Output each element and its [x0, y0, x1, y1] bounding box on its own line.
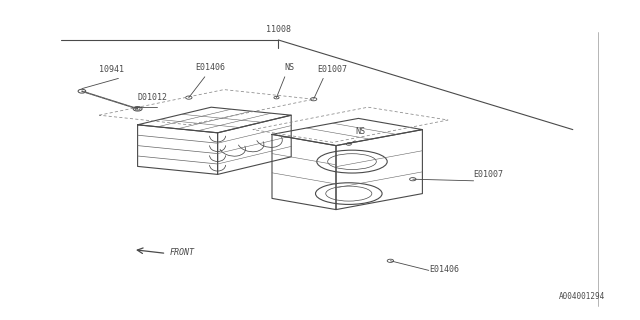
Text: D01012: D01012 — [138, 93, 168, 102]
Text: E01007: E01007 — [317, 65, 347, 74]
Text: A004001294: A004001294 — [559, 292, 605, 301]
Text: FRONT: FRONT — [170, 248, 195, 257]
Text: NS: NS — [355, 127, 365, 136]
Text: E01406: E01406 — [429, 265, 459, 274]
Text: NS: NS — [285, 63, 295, 72]
Text: E01007: E01007 — [474, 170, 504, 179]
Text: 11008: 11008 — [266, 25, 291, 34]
Text: E01406: E01406 — [195, 63, 225, 72]
Text: 10941: 10941 — [99, 65, 124, 74]
